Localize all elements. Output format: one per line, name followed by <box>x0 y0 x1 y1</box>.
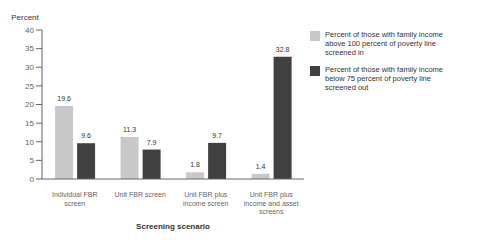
svg-text:15: 15 <box>25 119 34 128</box>
svg-text:0: 0 <box>30 175 35 184</box>
svg-text:40: 40 <box>25 26 34 35</box>
svg-text:Unit FBR plusincome and assets: Unit FBR plusincome and assetscreens <box>244 191 299 215</box>
svg-text:Individual FBRscreen: Individual FBRscreen <box>52 191 98 207</box>
svg-text:11.3: 11.3 <box>123 126 136 133</box>
svg-text:20: 20 <box>25 100 34 109</box>
html-text:Percent of those with family i: Percent of those with family income abov… <box>325 30 443 57</box>
svg-text:35: 35 <box>25 44 34 53</box>
svg-text:32.8: 32.8 <box>276 46 290 53</box>
svg-text:Screening scenario: Screening scenario <box>136 222 210 231</box>
svg-text:5: 5 <box>30 156 35 165</box>
svg-text:19.6: 19.6 <box>57 95 71 102</box>
svg-text:9.7: 9.7 <box>212 132 222 139</box>
svg-text:30: 30 <box>25 63 34 72</box>
svg-text:Unit FBR plusincome screen: Unit FBR plusincome screen <box>183 191 229 207</box>
svg-text:10: 10 <box>25 138 34 147</box>
svg-text:9.6: 9.6 <box>81 132 91 139</box>
html-text:Percent of those with family i: Percent of those with family income belo… <box>325 65 443 92</box>
svg-text:7.9: 7.9 <box>147 139 157 146</box>
svg-text:Unit FBR screen: Unit FBR screen <box>115 191 166 198</box>
svg-text:1.8: 1.8 <box>190 161 200 168</box>
svg-text:25: 25 <box>25 82 34 91</box>
svg-text:Percent: Percent <box>11 13 39 22</box>
svg-text:1.4: 1.4 <box>256 163 266 170</box>
